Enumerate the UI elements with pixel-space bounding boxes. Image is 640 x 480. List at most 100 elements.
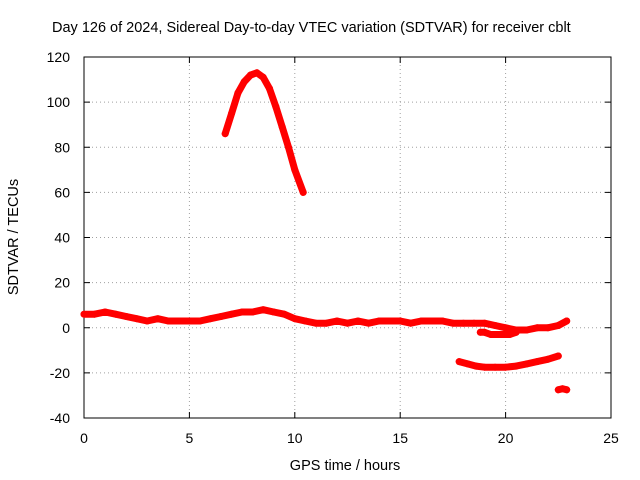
data-point [544, 355, 552, 363]
data-point [523, 360, 531, 368]
series-dip-segment [476, 328, 520, 338]
series-arc-peak [221, 69, 307, 196]
data-point [175, 317, 183, 325]
data-point [249, 308, 257, 316]
data-point [493, 331, 501, 338]
data-point [459, 319, 467, 327]
data-point [238, 308, 246, 316]
y-tick-label: -20 [50, 365, 70, 381]
y-tick-label: 100 [47, 94, 71, 110]
data-point [234, 89, 242, 97]
data-point [563, 317, 571, 325]
data-point [301, 317, 309, 325]
x-tick-label: 25 [603, 430, 619, 446]
data-point [278, 123, 286, 131]
grid-layer [84, 57, 611, 418]
data-point [500, 331, 507, 338]
data-point [544, 324, 552, 332]
data-point [491, 322, 499, 329]
data-point [253, 69, 261, 77]
data-point [228, 310, 236, 318]
data-point [280, 310, 288, 318]
data-point [407, 319, 415, 327]
x-axis-label: GPS time / hours [290, 458, 400, 474]
data-point [291, 315, 299, 323]
data-point [91, 310, 98, 318]
data-point [259, 306, 267, 314]
data-point [512, 328, 520, 336]
data-point [563, 386, 571, 394]
data-point [354, 317, 362, 325]
y-tick-label: -40 [50, 410, 70, 426]
x-tick-label: 10 [287, 430, 303, 446]
data-point [375, 317, 383, 325]
data-point [285, 143, 292, 151]
data-point [322, 319, 330, 327]
data-point [481, 328, 488, 336]
chart-title: Day 126 of 2024, Sidereal Day-to-day VTE… [52, 20, 571, 36]
data-point [417, 317, 425, 325]
data-point [491, 363, 499, 371]
data-point [472, 362, 480, 370]
data-point [487, 331, 495, 338]
data-point [481, 363, 488, 371]
data-point [386, 317, 394, 325]
y-tick-label: 80 [54, 139, 70, 155]
x-tick-label: 0 [80, 430, 88, 446]
data-point [312, 319, 320, 327]
series-lower-arc [455, 352, 562, 371]
data-point [291, 166, 299, 174]
data-point [247, 71, 254, 79]
data-point [455, 358, 463, 366]
data-point [396, 317, 404, 325]
data-point [185, 317, 193, 325]
data-point [266, 85, 273, 93]
data-point [502, 363, 510, 371]
y-tick-label: 60 [54, 184, 70, 200]
data-point [207, 315, 214, 323]
data-point [217, 313, 225, 320]
data-point [101, 308, 109, 316]
y-tick-label: 120 [47, 49, 71, 65]
ticks-layer: 0 5 10 15 20 25 -40 -20 0 20 40 60 80 100 120 [47, 49, 619, 446]
data-point [481, 319, 488, 327]
y-tick-label: 40 [54, 230, 70, 246]
data-point [270, 308, 278, 316]
series-main-band [80, 306, 571, 334]
data-point [502, 324, 510, 332]
data-point [259, 73, 267, 81]
data-point [344, 319, 351, 327]
data-point [112, 310, 120, 318]
x-tick-label: 20 [498, 430, 514, 446]
data-point [299, 188, 307, 196]
data-point [333, 317, 341, 325]
y-tick-label: 20 [54, 275, 70, 291]
data-point [470, 319, 478, 327]
data-point [428, 317, 436, 325]
data-point [221, 130, 229, 138]
data-point [506, 331, 514, 338]
data-point [228, 109, 236, 117]
data-point [554, 322, 562, 329]
data-point [512, 362, 520, 370]
points-layer [80, 69, 571, 394]
data-point [143, 317, 151, 325]
data-point [438, 317, 446, 325]
data-point [464, 360, 472, 368]
x-tick-label: 5 [186, 430, 194, 446]
data-point [240, 78, 248, 86]
y-axis-label: SDTVAR / TECUs [6, 179, 22, 295]
data-point [554, 352, 562, 360]
data-point [533, 358, 541, 366]
data-point [80, 310, 88, 318]
data-point [533, 324, 541, 332]
data-point [154, 315, 162, 323]
data-point [449, 319, 457, 327]
data-point [365, 319, 373, 327]
data-point [164, 317, 172, 325]
data-point [523, 326, 531, 334]
data-point [133, 315, 141, 323]
data-point [272, 103, 280, 111]
data-point [196, 317, 204, 325]
